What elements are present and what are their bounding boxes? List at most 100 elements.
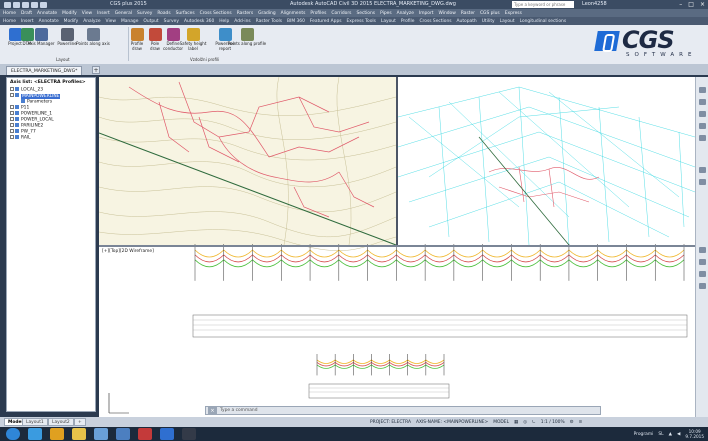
save-icon[interactable] (22, 1, 29, 8)
tab-annotate[interactable]: Annotate (38, 18, 59, 24)
clock[interactable]: 10:09 9.7.2015 (685, 429, 704, 439)
expand-icon[interactable] (10, 111, 14, 115)
cgs-icon[interactable] (160, 428, 174, 440)
menu-item-grading[interactable]: Grading (258, 10, 276, 16)
expand-icon[interactable] (10, 117, 14, 121)
tree-item[interactable]: RAIL (7, 135, 95, 141)
tab-layout[interactable]: Layout (380, 18, 396, 24)
tab-add-ins[interactable]: Add-ins (234, 18, 251, 24)
menu-item-rasters[interactable]: Rasters (236, 10, 254, 16)
tab-home[interactable]: Home (3, 18, 16, 24)
tab-analyze[interactable]: Analyze (83, 18, 101, 24)
layer-icon[interactable] (699, 247, 706, 253)
tool-icon[interactable] (699, 167, 706, 173)
tab-profile[interactable]: Profile (400, 18, 415, 24)
tab-manage[interactable]: Manage (120, 18, 139, 24)
language-indicator[interactable]: SL (658, 431, 664, 437)
menu-item-pipes[interactable]: Pipes (380, 10, 392, 16)
tab-utility[interactable]: Utility (481, 18, 495, 24)
expand-icon[interactable] (10, 87, 14, 91)
cmd-icon[interactable] (182, 428, 196, 440)
command-input[interactable]: Type a command (220, 408, 258, 413)
tree-item[interactable]: P11 (7, 105, 95, 111)
tab-featured-apps[interactable]: Featured Apps (309, 18, 342, 24)
status-customize-icon[interactable]: ≡ (578, 419, 583, 425)
ribbon-button-dtm[interactable]: DTM (14, 28, 40, 47)
viewport-divider-horizontal[interactable] (99, 245, 695, 247)
tab-autodesk-360[interactable]: Autodesk 360 (183, 18, 215, 24)
profile-short[interactable] (308, 354, 450, 399)
menu-item-survey[interactable]: Survey (137, 10, 153, 16)
tab-autopath[interactable]: Autopath (456, 18, 477, 24)
internet-explorer-icon[interactable] (28, 428, 42, 440)
viewport-label[interactable]: [+][Top][2D Wireframe] (102, 249, 154, 254)
menu-item-corridors[interactable]: Corridors (331, 10, 352, 16)
open-icon[interactable] (13, 1, 20, 8)
chrome-icon[interactable] (50, 428, 64, 440)
measure-icon[interactable] (699, 283, 706, 289)
profile-long[interactable] (192, 244, 688, 338)
menu-item-modify[interactable]: Modify (62, 10, 77, 16)
drawing-canvas[interactable] (98, 76, 696, 423)
undo-icon[interactable] (31, 1, 38, 8)
ribbon-button-project[interactable]: Project (2, 28, 28, 47)
menu-item-import[interactable]: Import (418, 10, 434, 16)
ribbon-button-pole-draw[interactable]: Pole draw (142, 28, 168, 51)
file-tab-electra[interactable]: ELECTRA_MARKETING_DWG* (6, 66, 83, 75)
minimize-button[interactable]: – (679, 1, 683, 8)
ribbon-button-safety-height-label[interactable]: Safety height label (180, 28, 206, 51)
menu-item-view[interactable]: View (81, 10, 93, 16)
ribbon-button-powerline-report[interactable]: Powerline report (212, 28, 238, 51)
tab-layout2[interactable]: Layout2 (48, 418, 74, 426)
expand-icon[interactable] (10, 123, 14, 127)
expand-icon[interactable] (10, 105, 14, 109)
start-icon[interactable] (6, 428, 20, 440)
expand-icon[interactable] (10, 129, 14, 133)
tab-bim-360[interactable]: BIM 360 (287, 18, 305, 24)
status-ortho-icon[interactable]: ∟ (532, 419, 536, 425)
tab-insert[interactable]: Insert (20, 18, 34, 24)
menu-item-sections[interactable]: Sections (356, 10, 376, 16)
orbit-icon[interactable] (699, 123, 706, 129)
file-explorer-icon[interactable] (72, 428, 86, 440)
help-search-input[interactable]: Type a keyword or phrase (512, 1, 574, 8)
tree-item[interactable]: LOCAL_23 (7, 87, 95, 93)
network-icon[interactable]: ▲ (668, 431, 672, 437)
workspace-title[interactable]: CGS plus 2015 (110, 1, 147, 7)
menu-item-home[interactable]: Home (3, 10, 16, 16)
ribbon-button-define-conductor[interactable]: Define conductor (160, 28, 186, 51)
zoom-icon[interactable] (699, 111, 706, 117)
paint-icon[interactable] (94, 428, 108, 440)
viewport-divider-vertical[interactable] (396, 77, 398, 245)
menu-item-roads[interactable]: Roads (157, 10, 171, 16)
volume-icon[interactable]: ◀ (676, 431, 681, 437)
user-account[interactable]: Leon4258 (582, 1, 607, 7)
ribbon-button-powerline[interactable]: Powerline (54, 28, 80, 47)
match-icon[interactable] (699, 271, 706, 277)
status-scale[interactable]: 1:1 / 100% (540, 419, 565, 425)
tree-item[interactable]: POWER_LOCAL (7, 117, 95, 123)
menu-item-insert[interactable]: Insert (97, 10, 110, 16)
snap-icon[interactable] (699, 179, 706, 185)
quick-access-toolbar[interactable] (4, 1, 47, 8)
menu-item-annotate[interactable]: Annotate (37, 10, 58, 16)
steering-wheel-icon[interactable] (699, 87, 706, 93)
tab-output[interactable]: Output (143, 18, 159, 24)
powerline-axis[interactable] (98, 132, 397, 246)
ribbon-button-points-along-axis[interactable]: Points along axis (76, 28, 110, 47)
tab-add-layout[interactable]: + (74, 418, 86, 426)
tree-item[interactable]: POWERLINE_1 (7, 111, 95, 117)
tree-item[interactable]: PW_77 (7, 129, 95, 135)
expand-icon[interactable] (10, 93, 14, 97)
ribbon-button-points-along-profile[interactable]: Points along profile (228, 28, 266, 47)
tab-longitudinal-sections[interactable]: Longitudinal sections (519, 18, 567, 24)
close-button[interactable]: × (699, 1, 705, 8)
menu-item-profiles[interactable]: Profiles (310, 10, 327, 16)
media-icon[interactable] (116, 428, 130, 440)
pan-icon[interactable] (699, 99, 706, 105)
tab-raster-tools[interactable]: Raster Tools (255, 18, 283, 24)
menu-item-surfaces[interactable]: Surfaces (175, 10, 195, 16)
menu-item-analyze[interactable]: Analyze (396, 10, 414, 16)
ribbon-button-axis-manager[interactable]: Axis Manager (27, 28, 55, 47)
tab-layout[interactable]: Layout (499, 18, 515, 24)
